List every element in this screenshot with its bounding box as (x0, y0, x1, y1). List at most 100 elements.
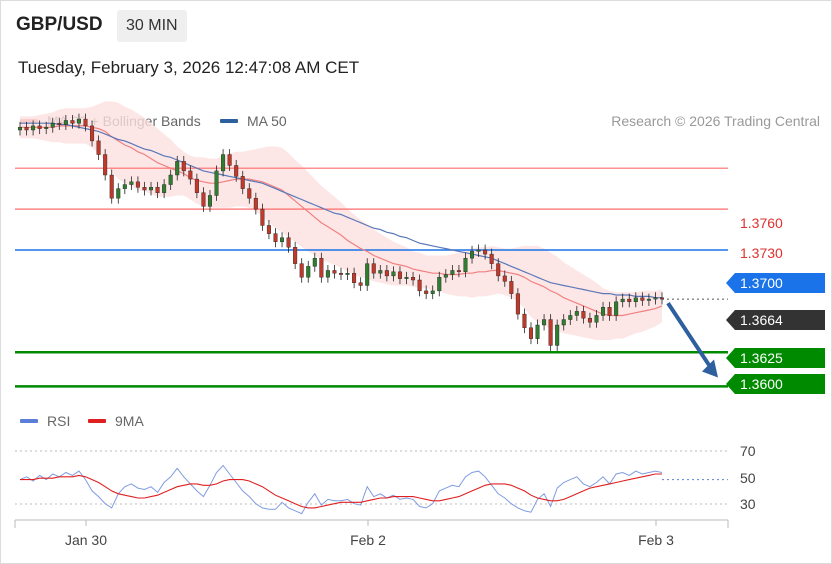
candle-body (266, 225, 271, 234)
candle-96 (646, 293, 651, 306)
candle-80 (542, 314, 547, 331)
candle-98 (659, 292, 665, 305)
candle-12 (96, 135, 101, 160)
candle-body (587, 317, 592, 323)
candle-93 (627, 293, 632, 308)
candle-body (273, 233, 278, 243)
level-tag-1.3625: 1.3625 (726, 348, 825, 368)
candle-33 (234, 160, 239, 182)
candle-body (162, 184, 167, 193)
candle-8 (70, 115, 75, 129)
candle-64 (437, 271, 442, 297)
candle-47 (325, 265, 330, 283)
candle-body (607, 307, 612, 316)
candle-body (384, 270, 389, 277)
rsi-panel: 70 50 30 (15, 443, 756, 521)
candle-6 (57, 117, 62, 130)
candle-body (175, 161, 180, 176)
candle-21 (155, 181, 160, 199)
candle-70 (476, 244, 481, 257)
candle-92 (620, 293, 625, 308)
legend-ma50-label: MA 50 (247, 113, 287, 129)
candle-body (535, 324, 540, 339)
candle-body (247, 188, 252, 199)
candle-62 (424, 285, 429, 300)
level-label-1.3600: 1.3600 (740, 376, 783, 392)
candle-24 (175, 155, 180, 181)
candle-54 (371, 258, 376, 279)
candle-41 (286, 232, 291, 253)
candle-30 (214, 165, 219, 201)
level-lines (15, 167, 728, 388)
candle-53 (365, 258, 370, 291)
candle-body (542, 319, 547, 326)
candle-35 (247, 183, 252, 204)
forecast-arrow-layer (666, 301, 718, 378)
candle-body (142, 187, 147, 191)
x-axis-labels: Jan 30 Feb 2 Feb 3 (14, 520, 729, 548)
candle-body (149, 187, 154, 191)
candle-42 (293, 241, 298, 270)
candle-body (463, 257, 468, 273)
candle-38 (266, 220, 271, 240)
candle-body (358, 282, 363, 286)
candle-body (194, 178, 199, 193)
candles-layer (17, 113, 665, 351)
candle-body (653, 297, 658, 300)
candle-body (391, 271, 396, 277)
level-label-1.3700: 1.3700 (740, 275, 783, 291)
candle-body (352, 272, 357, 283)
rsi-tick-50: 50 (740, 470, 756, 486)
candle-body (659, 297, 665, 300)
candle-69 (470, 245, 475, 264)
candle-51 (352, 267, 357, 289)
candle-84 (568, 310, 573, 325)
candle-body (129, 181, 134, 185)
candle-body (24, 127, 29, 131)
candle-body (404, 277, 409, 279)
candle-77 (522, 308, 527, 334)
candle-39 (273, 228, 278, 248)
candle-body (633, 297, 638, 303)
candle-11 (90, 120, 95, 147)
candle-23 (168, 169, 173, 190)
candle-56 (384, 265, 389, 282)
x-label-feb2: Feb 2 (350, 532, 386, 548)
candle-22 (162, 179, 167, 199)
legend-rsi-label: RSI (47, 413, 71, 429)
rsi-tick-30: 30 (740, 496, 756, 512)
candle-body (502, 275, 507, 282)
candle-body (70, 120, 75, 124)
candle-body (581, 311, 586, 319)
candle-79 (535, 319, 540, 345)
candle-body (627, 298, 632, 303)
candle-43 (299, 258, 304, 283)
legend-rsi: RSI (20, 413, 70, 429)
candle-32 (227, 149, 232, 171)
candle-body (221, 154, 226, 172)
candle-body (555, 324, 560, 346)
last-price-tag: 1.3664 (726, 310, 825, 330)
candle-31 (221, 149, 226, 177)
candle-25 (181, 155, 186, 177)
timeframe-badge[interactable]: 30 MIN (117, 10, 187, 42)
candle-body (411, 277, 416, 281)
candle-0 (17, 121, 23, 136)
candle-29 (207, 190, 212, 212)
candle-36 (253, 192, 258, 215)
candle-65 (443, 269, 448, 283)
candle-60 (411, 271, 416, 286)
candle-body (57, 122, 62, 125)
candle-body (476, 249, 481, 252)
candle-28 (201, 187, 206, 212)
candle-body (496, 263, 501, 277)
candle-body (548, 319, 553, 346)
candle-16 (122, 179, 127, 195)
rsi-swatch (20, 419, 38, 423)
candle-body (325, 270, 330, 278)
candle-body (509, 281, 514, 294)
candle-44 (306, 260, 311, 283)
candle-63 (430, 285, 435, 300)
legend-9ma-label: 9MA (115, 413, 144, 429)
